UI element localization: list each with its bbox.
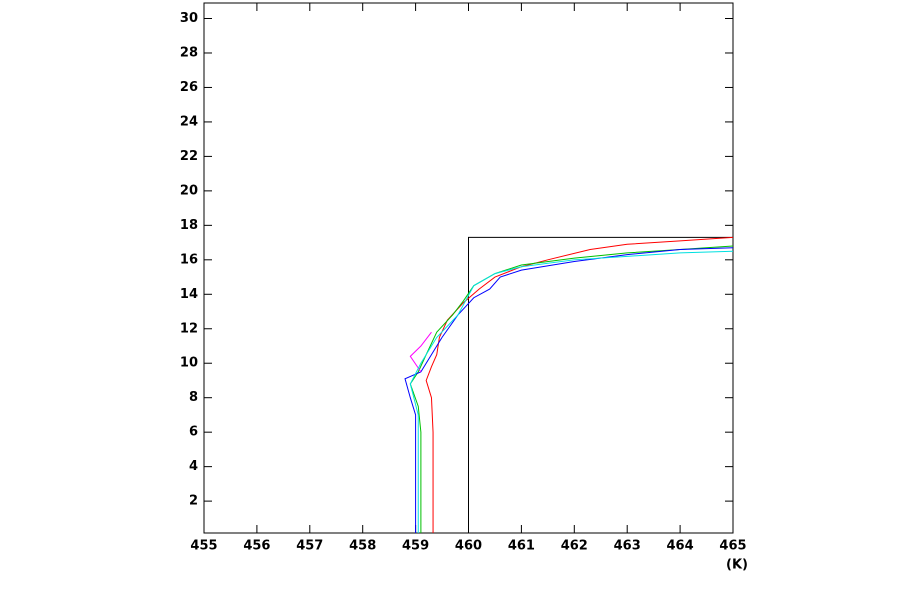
x-tick-label: 464: [667, 539, 694, 554]
y-tick-label: 26: [180, 80, 198, 95]
y-tick-label: 22: [180, 149, 198, 164]
x-tick-label: 463: [614, 539, 641, 554]
x-tick-label: 459: [402, 539, 429, 554]
profile-line: [468, 236, 733, 533]
y-tick-label: 20: [180, 183, 198, 198]
profile-line: [425, 236, 734, 533]
profile-line: [409, 250, 734, 533]
y-tick-label: 28: [180, 45, 198, 60]
x-tick-label: 462: [561, 539, 588, 554]
x-tick-label: 465: [719, 539, 746, 554]
y-tick-label: 10: [180, 356, 198, 371]
profile-line: [404, 247, 734, 533]
y-tick-label: 14: [180, 287, 198, 302]
y-tick-label: 6: [189, 425, 198, 440]
y-tick-label: 24: [180, 114, 198, 129]
profile-line: [409, 331, 432, 373]
x-axis-label: (K): [726, 558, 748, 573]
y-tick-label: 16: [180, 252, 198, 267]
x-tick-label: 460: [455, 539, 482, 554]
y-tick-label: 18: [180, 218, 198, 233]
y-tick-label: 30: [180, 11, 198, 26]
y-tick-label: 2: [189, 494, 198, 509]
x-tick-label: 461: [508, 539, 535, 554]
x-tick-label: 458: [349, 539, 376, 554]
x-tick-label: 457: [296, 539, 323, 554]
y-tick-label: 4: [189, 459, 198, 474]
x-tick-label: 456: [243, 539, 270, 554]
y-tick-label: 12: [180, 321, 198, 336]
y-tick-label: 8: [189, 390, 198, 405]
x-tick-label: 455: [190, 539, 217, 554]
profile-line: [409, 245, 734, 533]
